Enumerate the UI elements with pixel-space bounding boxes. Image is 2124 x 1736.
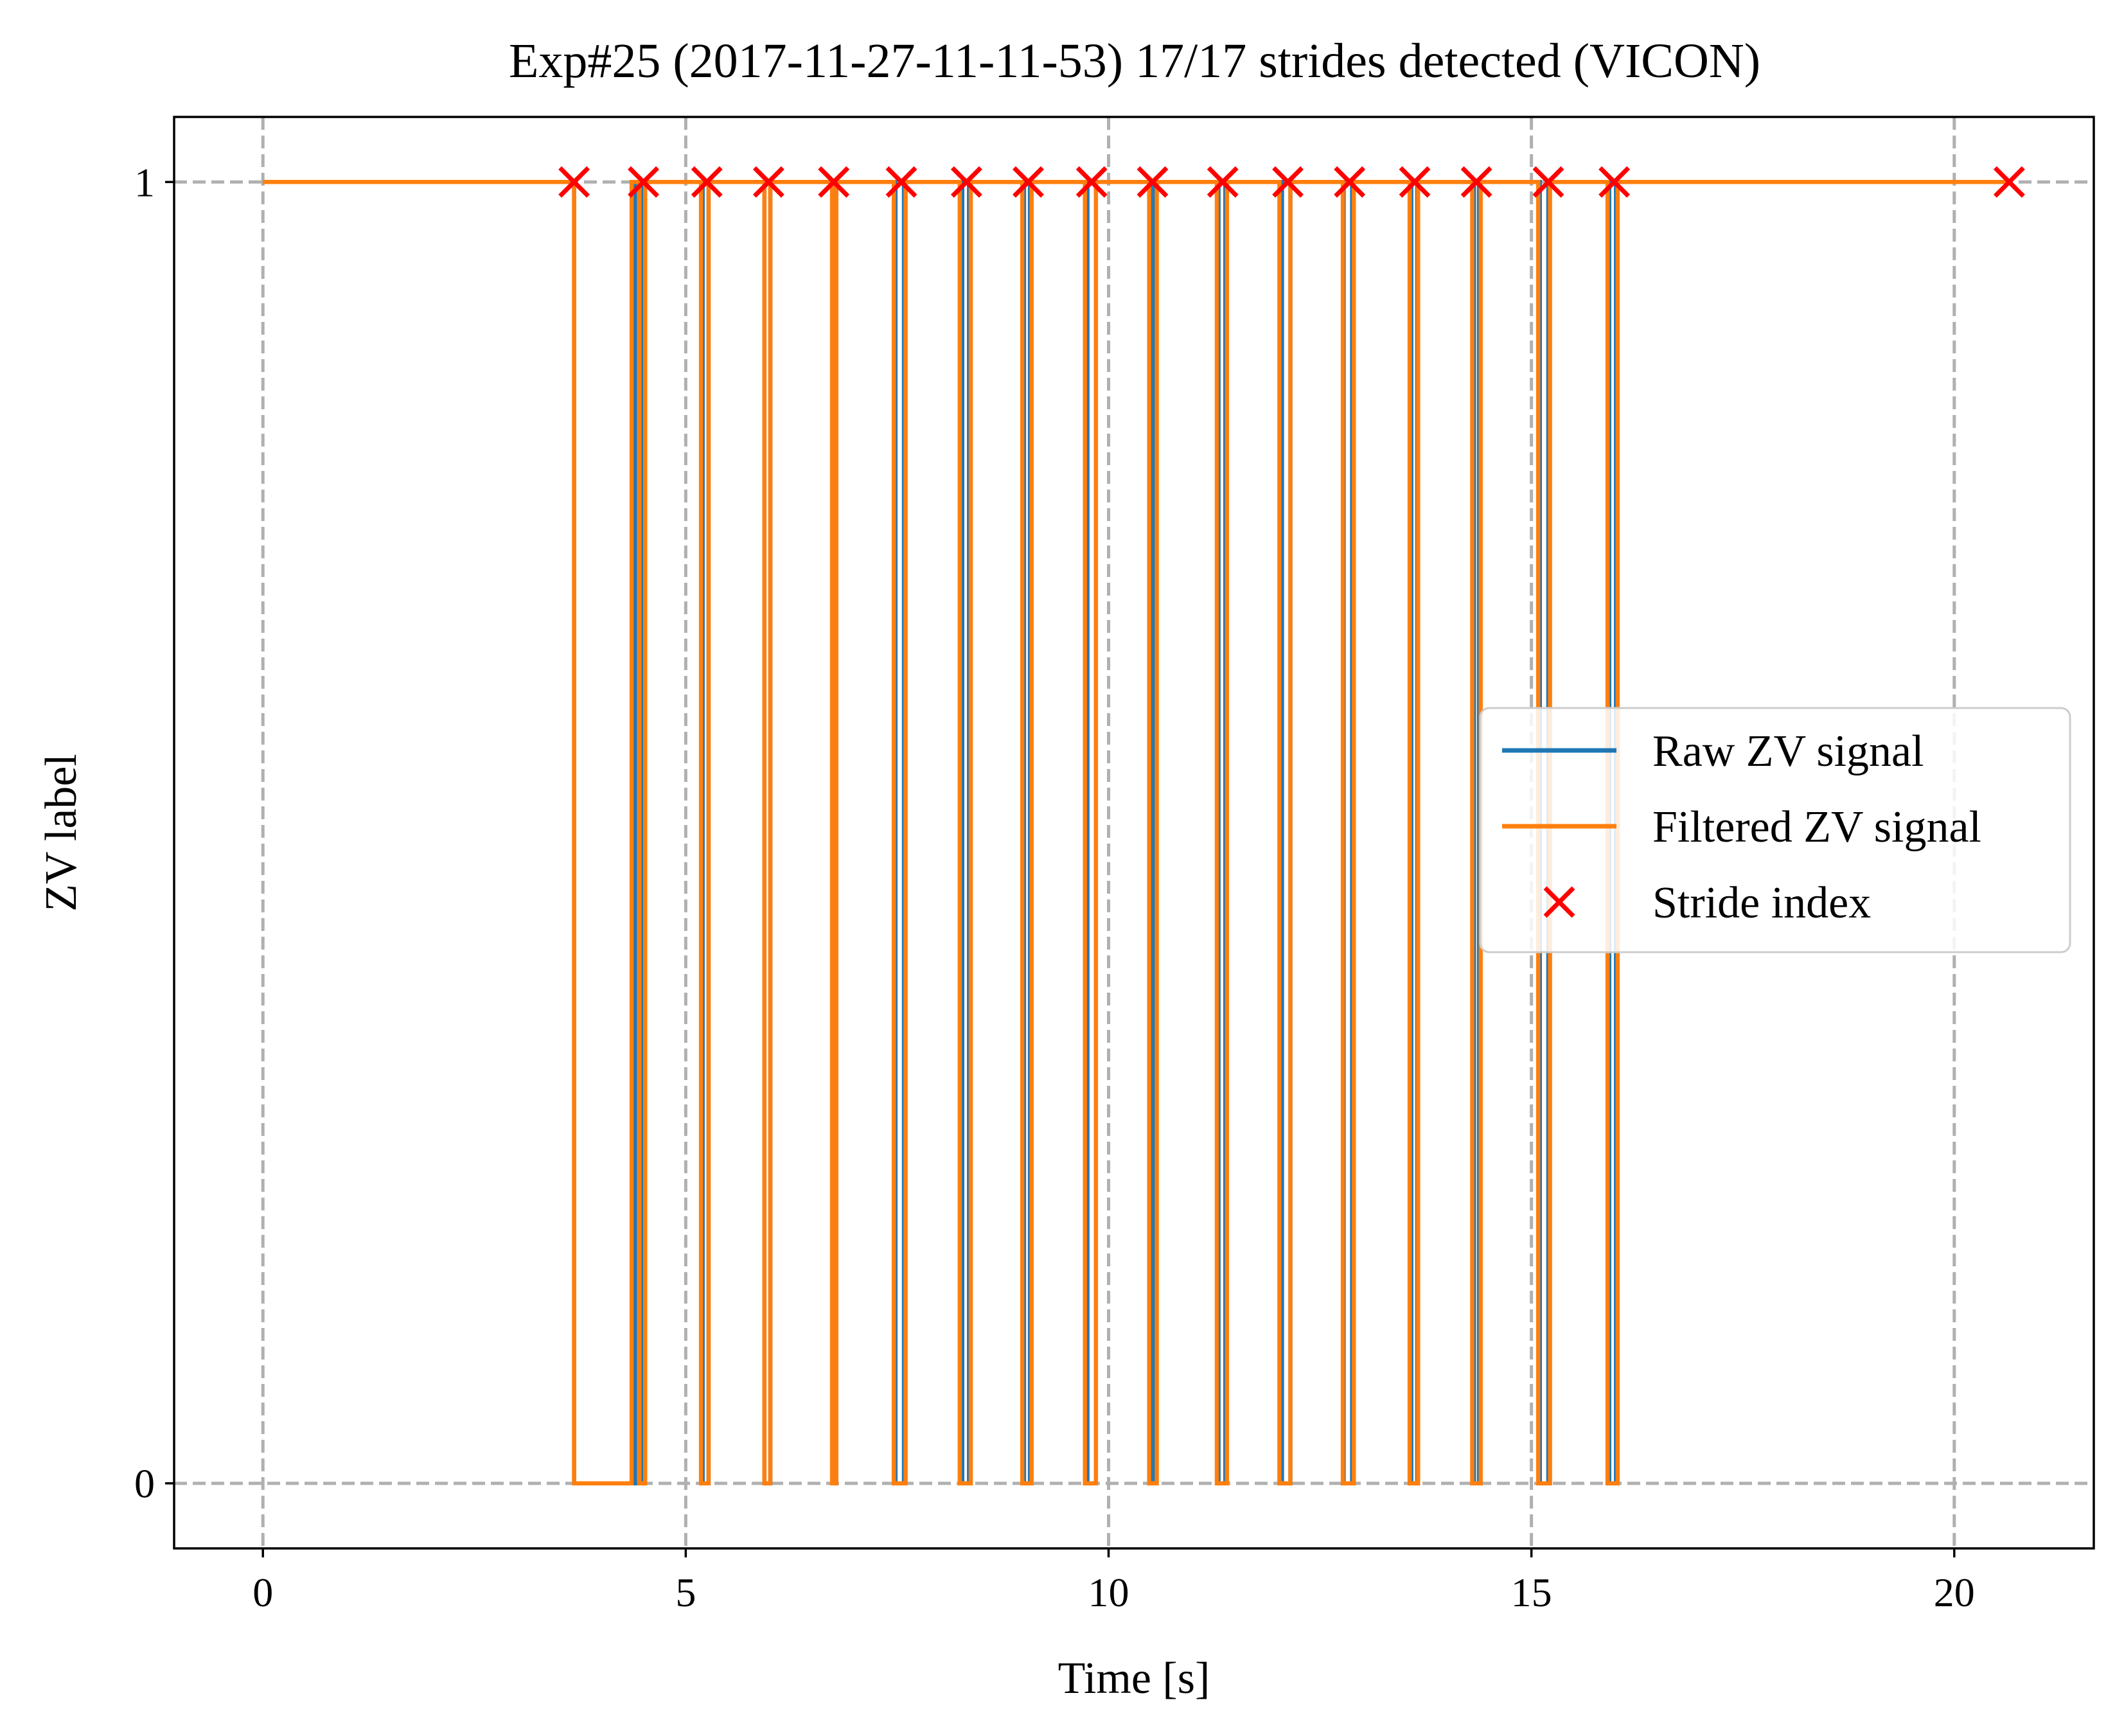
y-tick-label: 1	[134, 159, 155, 205]
series-line-filtered-zv-signal	[263, 180, 2010, 1485]
x-tick-label: 10	[1088, 1570, 1129, 1615]
stride-marker	[1460, 166, 1492, 198]
marker-stroke	[558, 166, 590, 198]
legend: Raw ZV signal Filtered ZV signal Stride …	[1479, 707, 2071, 953]
stride-marker	[1598, 166, 1631, 198]
stride-marker	[1272, 166, 1304, 198]
stride-marker	[950, 166, 982, 198]
x-axis-label: Time [s]	[1058, 1654, 1210, 1703]
stride-markers	[558, 166, 2025, 198]
stride-marker	[558, 166, 590, 198]
x-axis-ticks: 0 5 10 15 20	[252, 1548, 1975, 1615]
stride-marker	[1399, 166, 1431, 198]
y-axis-ticks: 01	[134, 159, 174, 1507]
marker-stroke	[1012, 166, 1044, 198]
marker-stroke	[691, 166, 723, 198]
stride-marker	[1993, 166, 2025, 198]
legend-swatch-stride	[1543, 886, 1575, 918]
stride-marker	[752, 166, 784, 198]
marker-stroke	[752, 166, 784, 198]
y-tick-label: 0	[134, 1461, 155, 1507]
x-tick-label: 0	[252, 1570, 273, 1615]
x-tick-label: 20	[1934, 1570, 1975, 1615]
stride-marker	[1137, 166, 1169, 198]
marker-stroke	[1207, 166, 1239, 198]
legend-label-stride: Stride index	[1652, 878, 1871, 928]
stride-marker	[691, 166, 723, 198]
marker-stroke	[1137, 166, 1169, 198]
marker-stroke	[1272, 166, 1304, 198]
stride-marker	[628, 166, 660, 198]
chart-title: Exp#25 (2017-11-27-11-11-53) 17/17 strid…	[509, 34, 1760, 88]
stride-marker	[1207, 166, 1239, 198]
x-tick-label: 15	[1511, 1570, 1552, 1615]
legend-label-raw: Raw ZV signal	[1652, 727, 1924, 776]
marker-stroke	[1399, 166, 1431, 198]
marker-stroke	[1598, 166, 1631, 198]
marker-stroke	[1532, 166, 1564, 198]
plot-series	[263, 180, 2010, 1485]
stride-marker	[885, 166, 917, 198]
marker-stroke	[1075, 166, 1108, 198]
marker-stroke	[1460, 166, 1492, 198]
marker-stroke	[1543, 886, 1575, 918]
marker-stroke	[1334, 166, 1366, 198]
marker-stroke	[1993, 166, 2025, 198]
marker-stroke	[950, 166, 982, 198]
x-tick-label: 5	[675, 1570, 696, 1615]
marker-stroke	[885, 166, 917, 198]
marker-stroke	[818, 166, 850, 198]
stride-marker	[1532, 166, 1564, 198]
legend-box	[1479, 707, 2071, 953]
stride-marker	[1075, 166, 1108, 198]
axes-frame	[173, 116, 2095, 1550]
marker-stroke	[628, 166, 660, 198]
legend-stride-marker	[1543, 886, 1575, 918]
legend-label-filtered: Filtered ZV signal	[1652, 802, 1981, 852]
stride-marker	[1012, 166, 1044, 198]
stride-marker	[818, 166, 850, 198]
stride-marker	[1334, 166, 1366, 198]
y-axis-label: ZV label	[37, 754, 86, 912]
